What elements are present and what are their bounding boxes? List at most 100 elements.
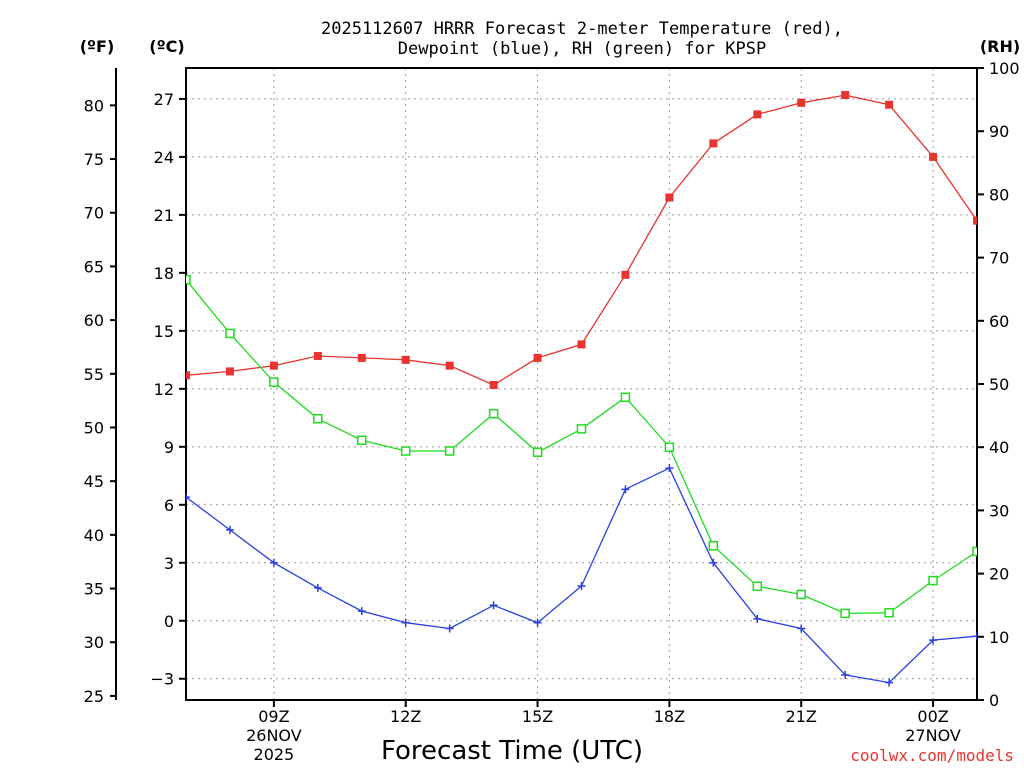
temperature-point — [709, 139, 718, 148]
temperature-point — [973, 216, 977, 225]
rh-point — [400, 446, 411, 456]
dewpoint-point — [621, 485, 630, 494]
temperature-point — [841, 91, 850, 100]
celsius-tick-label: 6 — [164, 496, 174, 515]
temperature-point — [489, 380, 498, 389]
dewpoint-point — [973, 632, 977, 641]
dewpoint-point — [885, 678, 894, 687]
rh-tick-label: 90 — [989, 122, 1009, 141]
chart-title-line-1: 2025112607 HRRR Forecast 2-meter Tempera… — [321, 19, 843, 39]
dewpoint-point — [577, 581, 586, 590]
dewpoint-point — [929, 636, 938, 645]
celsius-tick-label: 0 — [164, 612, 174, 631]
rh-tick-label: 20 — [989, 565, 1009, 584]
x-tick-sublabel: 2025 — [254, 745, 295, 764]
rh-tick-label: 50 — [989, 375, 1009, 394]
celsius-tick-label: 18 — [154, 264, 174, 283]
dewpoint-point — [841, 670, 850, 679]
x-tick-label: 21Z — [786, 707, 817, 726]
rh-point — [225, 328, 235, 339]
temperature-point — [929, 152, 938, 161]
dewpoint-point — [225, 525, 234, 534]
dewpoint-point — [665, 464, 674, 473]
fahrenheit-tick-label: 50 — [84, 418, 104, 437]
rh-tick-label: 0 — [989, 691, 999, 710]
temperature-point — [357, 353, 366, 362]
rh-point — [444, 446, 455, 456]
rh-point — [532, 447, 543, 458]
rh-tick-label: 40 — [989, 438, 1009, 457]
rh-point — [972, 546, 977, 557]
fahrenheit-tick-label: 45 — [84, 472, 104, 491]
temperature-point — [621, 270, 630, 279]
fahrenheit-tick-label: 35 — [84, 580, 104, 599]
temperature-point — [753, 110, 762, 119]
x-tick-label: 15Z — [522, 707, 553, 726]
x-tick-sublabel: 26NOV — [246, 726, 302, 745]
dewpoint-point — [186, 493, 190, 502]
temperature-point — [665, 193, 674, 202]
axes: 25 30 35 40 45 50 55 60 65 70 75 80 −3 0 3 6 9 12 15 18 21 24… — [84, 59, 1020, 764]
dewpoint-point — [401, 618, 410, 627]
rh-tick-label: 30 — [989, 501, 1009, 520]
temperature-point — [445, 361, 454, 370]
dewpoint-point — [445, 624, 454, 633]
celsius-tick-label: 12 — [154, 380, 174, 399]
rh-point — [576, 424, 587, 434]
temperature-point — [186, 371, 190, 380]
dewpoint-point — [313, 583, 322, 592]
temperature-point — [401, 355, 410, 364]
dewpoint-point — [269, 558, 278, 567]
celsius-tick-label: 3 — [164, 554, 174, 573]
credit-text: coolwx.com/models — [850, 746, 1014, 765]
chart-title-line-2: Dewpoint (blue), RH (green) for KPSP — [398, 39, 766, 59]
rh-point — [269, 377, 279, 387]
rh-point — [313, 414, 323, 424]
celsius-tick-label: 24 — [154, 148, 174, 167]
rh-point — [752, 581, 763, 591]
dewpoint-point — [797, 624, 806, 633]
x-tick-label: 12Z — [390, 707, 421, 726]
x-tick-label: 09Z — [258, 707, 289, 726]
rh-point — [664, 442, 675, 452]
rh-tick-label: 10 — [989, 628, 1009, 647]
dewpoint-point — [533, 618, 542, 627]
fahrenheit-tick-label: 65 — [84, 257, 104, 276]
rh-point — [488, 408, 499, 419]
x-tick-sublabel: 27NOV — [905, 726, 961, 745]
fahrenheit-tick-label: 40 — [84, 526, 104, 545]
fahrenheit-tick-label: 70 — [84, 204, 104, 223]
temperature-point — [533, 353, 542, 362]
fahrenheit-unit-label: (ºF) — [80, 37, 115, 56]
x-tick-label: 18Z — [654, 707, 685, 726]
celsius-tick-label: 15 — [154, 322, 174, 341]
rh-tick-label: 80 — [989, 185, 1009, 204]
rh-point — [620, 392, 631, 403]
rh-point — [708, 541, 719, 551]
rh-unit-label: (RH) — [980, 37, 1020, 56]
temperature-point — [797, 98, 806, 107]
dewpoint-point — [357, 607, 366, 616]
temperature-point — [577, 340, 586, 349]
temperature-point — [225, 367, 234, 376]
rh-tick-label: 60 — [989, 312, 1009, 331]
celsius-unit-label: (ºC) — [149, 37, 184, 56]
fahrenheit-tick-label: 75 — [84, 150, 104, 169]
rh-point — [928, 575, 938, 586]
dewpoint-point — [753, 614, 762, 623]
celsius-tick-label: 27 — [154, 90, 174, 109]
rh-point — [884, 608, 894, 618]
rh-point — [186, 274, 191, 285]
rh-tick-label: 100 — [989, 59, 1020, 78]
temperature-point — [313, 351, 322, 360]
rh-point — [357, 435, 367, 445]
rh-point — [796, 589, 806, 600]
temperature-point — [885, 100, 894, 109]
dewpoint-point — [709, 558, 718, 567]
fahrenheit-tick-label: 60 — [84, 311, 104, 330]
celsius-tick-label: −3 — [150, 670, 174, 689]
series-layer — [186, 91, 977, 687]
fahrenheit-tick-label: 25 — [84, 687, 104, 706]
